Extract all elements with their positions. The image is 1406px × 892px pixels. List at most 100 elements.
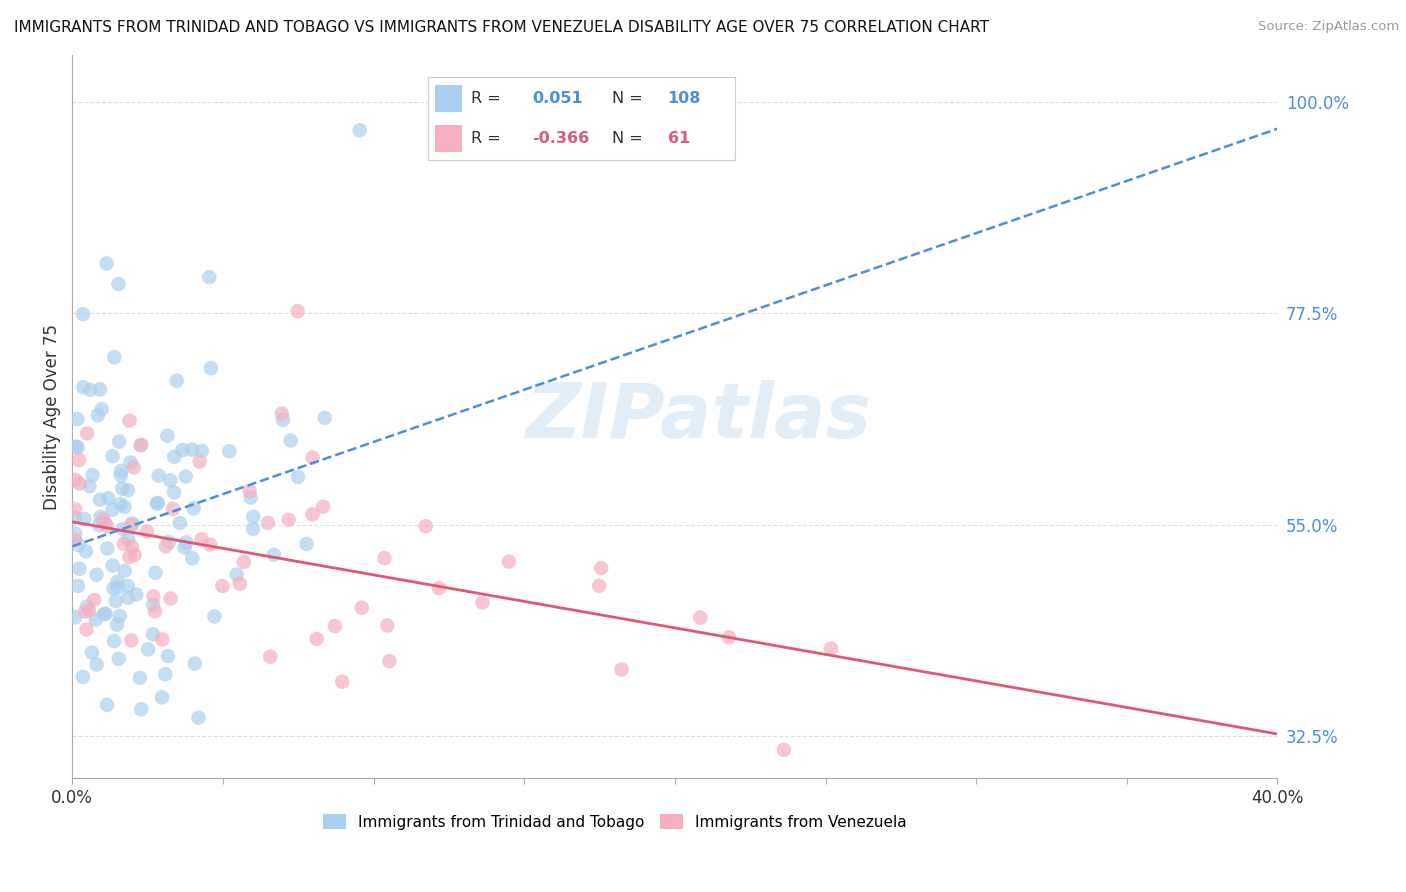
Point	[103, 582, 125, 596]
Point	[163, 450, 186, 464]
Point	[142, 627, 165, 641]
Point	[111, 482, 134, 496]
Point	[117, 591, 139, 605]
Point	[83, 593, 105, 607]
Point	[121, 540, 143, 554]
Point	[65, 502, 87, 516]
Point	[107, 580, 129, 594]
Point	[96, 541, 118, 556]
Point	[498, 555, 520, 569]
Point	[122, 460, 145, 475]
Point	[415, 519, 437, 533]
Point	[287, 470, 309, 484]
Point	[96, 256, 118, 270]
Point	[239, 484, 262, 499]
Point	[145, 566, 167, 580]
Point	[101, 558, 124, 573]
Point	[287, 304, 309, 318]
Point	[242, 509, 264, 524]
Point	[378, 654, 401, 668]
Point	[229, 576, 252, 591]
Point	[198, 538, 221, 552]
Point	[104, 594, 127, 608]
Point	[89, 383, 111, 397]
Point	[295, 537, 318, 551]
Point	[69, 476, 91, 491]
Point	[155, 539, 177, 553]
Point	[65, 533, 87, 547]
Point	[77, 603, 100, 617]
Point	[66, 441, 89, 455]
Point	[76, 599, 98, 614]
Point	[121, 517, 143, 532]
Point	[211, 579, 233, 593]
Point	[103, 634, 125, 648]
Point	[263, 548, 285, 562]
Point	[323, 619, 346, 633]
Point	[202, 609, 225, 624]
Point	[101, 503, 124, 517]
Point	[82, 468, 104, 483]
Text: Source: ZipAtlas.com: Source: ZipAtlas.com	[1258, 20, 1399, 33]
Point	[69, 562, 91, 576]
Point	[90, 402, 112, 417]
Point	[270, 407, 292, 421]
Point	[65, 510, 87, 524]
Point	[108, 434, 131, 449]
Point	[65, 610, 87, 624]
Point	[65, 473, 87, 487]
Text: IMMIGRANTS FROM TRINIDAD AND TOBAGO VS IMMIGRANTS FROM VENEZUELA DISABILITY AGE : IMMIGRANTS FROM TRINIDAD AND TOBAGO VS I…	[14, 20, 988, 35]
Point	[112, 500, 135, 514]
Point	[110, 464, 132, 478]
Point	[277, 513, 299, 527]
Point	[239, 491, 262, 505]
Point	[150, 690, 173, 705]
Point	[125, 587, 148, 601]
Point	[156, 649, 179, 664]
Point	[105, 617, 128, 632]
Point	[181, 551, 204, 566]
Point	[120, 633, 142, 648]
Point	[129, 438, 152, 452]
Point	[94, 607, 117, 621]
Point	[150, 632, 173, 647]
Point	[146, 497, 169, 511]
Point	[375, 618, 398, 632]
Point	[96, 698, 118, 712]
Point	[118, 414, 141, 428]
Point	[174, 535, 197, 549]
Point	[312, 500, 335, 514]
Point	[184, 657, 207, 671]
Point	[190, 533, 212, 547]
Point	[280, 434, 302, 448]
Point	[259, 649, 281, 664]
Legend: Immigrants from Trinidad and Tobago, Immigrants from Venezuela: Immigrants from Trinidad and Tobago, Imm…	[316, 807, 912, 836]
Point	[181, 442, 204, 457]
Point	[146, 496, 169, 510]
Point	[117, 483, 139, 497]
Point	[173, 541, 195, 555]
Point	[198, 270, 221, 285]
Point	[427, 581, 450, 595]
Point	[155, 667, 177, 681]
Point	[107, 652, 129, 666]
Point	[120, 455, 142, 469]
Point	[94, 516, 117, 530]
Point	[124, 548, 146, 562]
Point	[689, 610, 711, 624]
Point	[114, 564, 136, 578]
Point	[820, 641, 842, 656]
Point	[65, 440, 87, 454]
Point	[330, 674, 353, 689]
Point	[96, 519, 118, 533]
Point	[108, 609, 131, 624]
Point	[156, 428, 179, 442]
Point	[72, 307, 94, 321]
Point	[66, 412, 89, 426]
Point	[66, 579, 89, 593]
Point	[117, 532, 139, 546]
Point	[129, 702, 152, 716]
Point	[67, 453, 90, 467]
Point	[128, 671, 150, 685]
Point	[79, 479, 101, 493]
